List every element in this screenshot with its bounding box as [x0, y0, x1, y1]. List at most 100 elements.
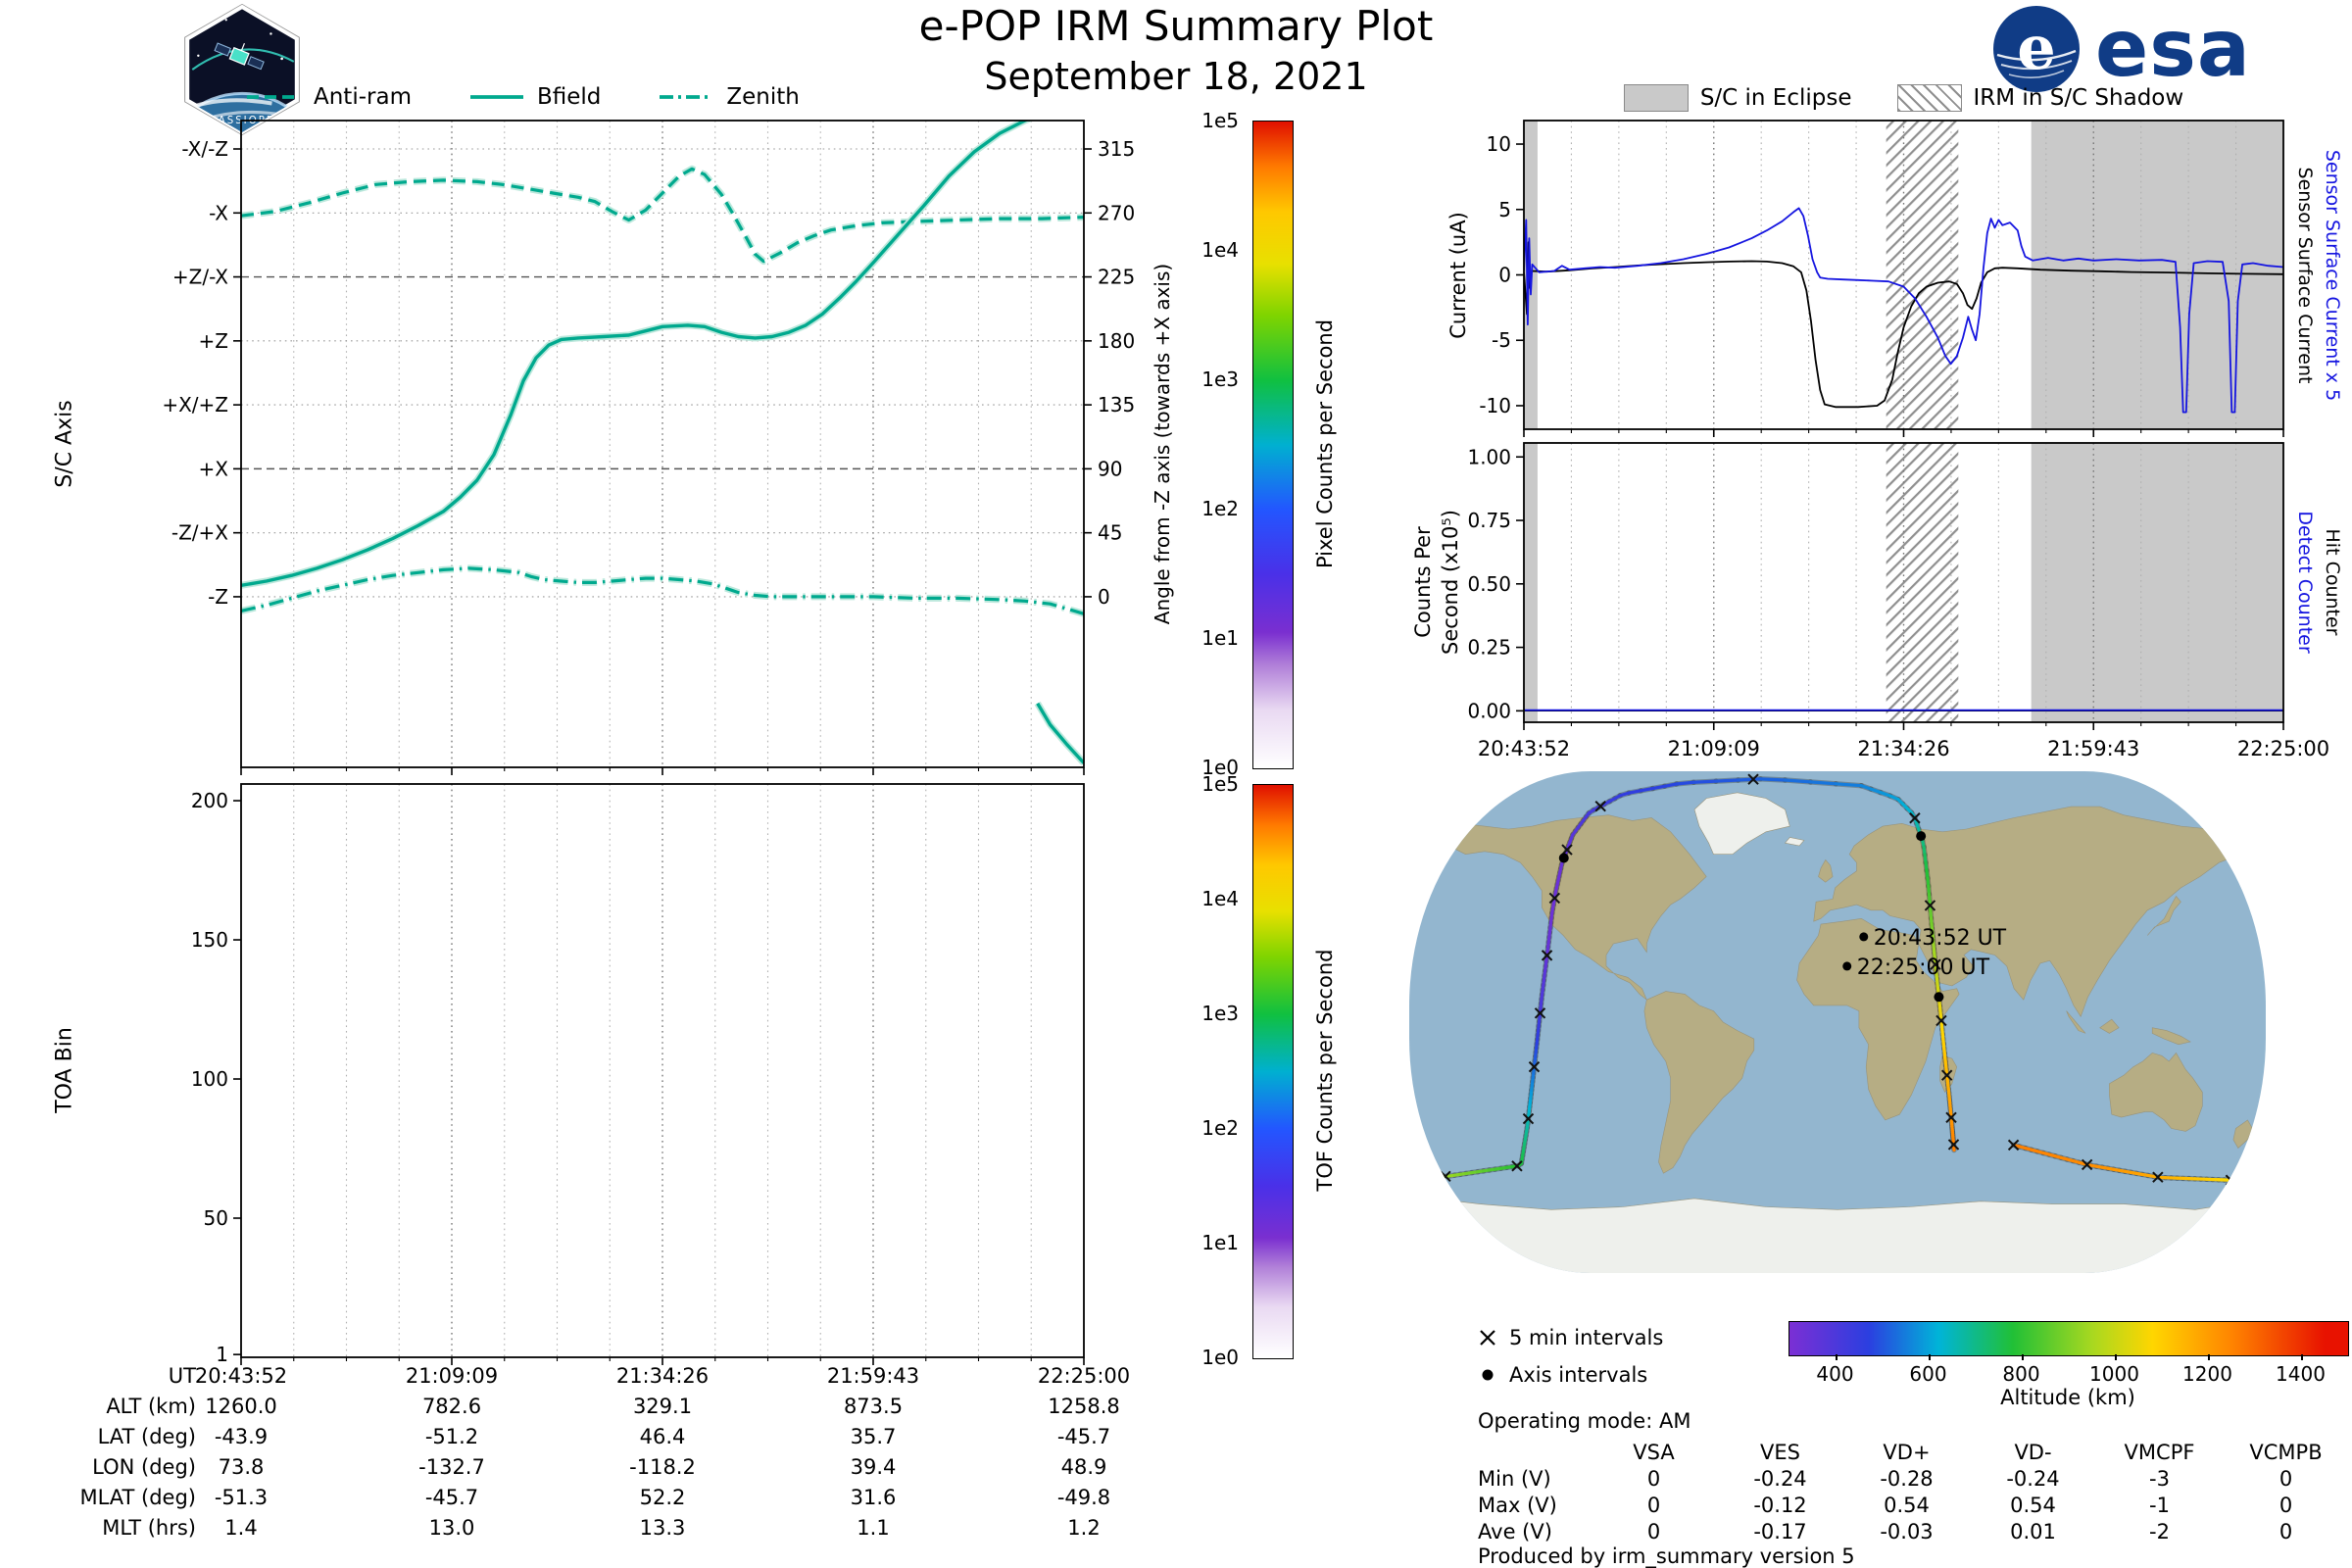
- time-tick-label: 21:59:43: [2047, 737, 2139, 760]
- time-tick-label: 21:09:09: [1668, 737, 1760, 760]
- x-marker-icon: [1480, 1330, 1495, 1346]
- voltage-row-ave-v-: Ave (V) 0 -0.17 -0.03 0.01 -2 0: [1478, 1518, 2349, 1544]
- sc-axis-tick-label: -Z: [208, 585, 228, 609]
- cell-value: -45.7: [1056, 1425, 1111, 1448]
- row-label: Ave (V): [1478, 1519, 1552, 1544]
- cell-value: 0.54: [2010, 1493, 2056, 1517]
- series-group: [1524, 709, 2283, 712]
- continent-iceland: [1784, 837, 1805, 847]
- cell-value: 782.6: [421, 1395, 482, 1418]
- row-label: Max (V): [1478, 1493, 1557, 1517]
- row-label: LAT (deg): [97, 1425, 196, 1448]
- y-tick-label: 0.50: [1467, 572, 1511, 596]
- y-tick-label: 5: [1498, 198, 1511, 221]
- cell-value: 1.1: [857, 1516, 890, 1540]
- altitude-tick-mark: [2114, 1354, 2117, 1360]
- table-row-mlt-hrs-: MLT (hrs) 1.4 13.0 13.3 1.1 1.2: [39, 1516, 1196, 1546]
- shadow-hatch-band: [1886, 121, 1959, 429]
- series-sensor-surface-current-x-5: [1524, 207, 2283, 414]
- cell-value: 1.4: [224, 1516, 258, 1540]
- table-row-ut: UT 20:43:52 21:09:09 21:34:26 21:59:43 22:25:…: [39, 1364, 1196, 1395]
- continent-north-america: [1441, 814, 1707, 1001]
- altitude-tick-label: 800: [2002, 1362, 2040, 1386]
- cell-value: 39.4: [850, 1455, 897, 1479]
- five-min-markers: [1440, 773, 2237, 1186]
- y-tick-label: 50: [204, 1206, 228, 1230]
- altitude-colorbar-ticks: 400 600 800 1000 1200 1400: [1788, 1354, 2347, 1386]
- cell-value: 31.6: [850, 1486, 897, 1509]
- sc-axis-tick-label: +Z/-X: [172, 266, 228, 289]
- eclipse-swatch: [1623, 84, 1689, 112]
- continent-africa: [1796, 917, 1960, 1121]
- altitude-tick-mark: [2021, 1354, 2024, 1360]
- cell-value: 1260.0: [205, 1395, 277, 1418]
- eclipse-band: [2031, 443, 2283, 722]
- map-legend-item-x: 5 min intervals: [1476, 1319, 1663, 1356]
- cell-value: 0: [2278, 1466, 2293, 1491]
- legend-item-shadow: IRM in S/C Shadow: [1896, 84, 2183, 112]
- continent-british-isles: [1818, 858, 1834, 883]
- tof-colorbar-label: TOF Counts per Second: [1313, 949, 1337, 1192]
- cell-value: -2: [2149, 1519, 2170, 1544]
- current-chart: 10 5 0 -5 -10: [1479, 120, 2284, 437]
- legend-label: S/C in Eclipse: [1699, 85, 1852, 111]
- shadow-swatch: [1896, 84, 1962, 112]
- svg-text:e: e: [2017, 12, 2055, 83]
- colorbar-tick: 1e0: [1201, 1346, 1239, 1369]
- continent-new-guinea: [2151, 1027, 2191, 1046]
- altitude-tick-mark: [1928, 1354, 1931, 1360]
- esa-globe-icon: e: [1993, 6, 2080, 92]
- cell-value: 52.2: [639, 1486, 686, 1509]
- pixel-colorbar-label: Pixel Counts per Second: [1313, 318, 1337, 569]
- colorbar-tick: 1e3: [1201, 368, 1239, 391]
- annotation-dot: [1859, 932, 1869, 942]
- voltage-column-header: VMCPF: [2124, 1440, 2195, 1464]
- table-row-alt-km-: ALT (km) 1260.0 782.6 329.1 873.5 1258.8: [39, 1395, 1196, 1425]
- row-label: Min (V): [1478, 1466, 1551, 1491]
- altitude-tick-mark: [1835, 1354, 1838, 1360]
- map-legend-item-dot: Axis intervals: [1476, 1356, 1663, 1394]
- voltage-column-header: VES: [1760, 1440, 1800, 1464]
- counts-ylabel-line1: Counts Per: [1411, 526, 1435, 638]
- voltage-column-header: VSA: [1633, 1440, 1675, 1464]
- cell-value: -45.7: [424, 1486, 479, 1509]
- cell-value: 20:43:52: [194, 1364, 288, 1388]
- series-zenith: [241, 566, 1084, 615]
- cell-value: -0.17: [1753, 1519, 1807, 1544]
- altitude-colorbar: [1788, 1321, 2349, 1356]
- y-tick-label: -10: [1479, 394, 1511, 417]
- table-row-lon-deg-: LON (deg) 73.8 -132.7 -118.2 39.4 48.9: [39, 1455, 1196, 1486]
- legend-line-sample: [469, 95, 523, 99]
- eclipse-band: [1524, 443, 1538, 722]
- axis-interval-markers: [1558, 831, 1944, 1003]
- row-label: LON (deg): [92, 1455, 196, 1479]
- legend-label: 5 min intervals: [1509, 1326, 1664, 1349]
- series-bfield-wrapped-: [1036, 702, 1084, 764]
- toa-bin-chart: 200 150 100 50 1: [191, 783, 1085, 1366]
- y-tick-label: 10: [1487, 132, 1511, 156]
- cell-value: 0: [1646, 1519, 1661, 1544]
- cell-value: 21:59:43: [826, 1364, 920, 1388]
- time-tick-label: 22:25:00: [2237, 737, 2329, 760]
- continent-sumatra: [2066, 1010, 2086, 1034]
- toa-bin-ylabel: TOA Bin: [52, 1027, 77, 1113]
- series-group: [1524, 207, 2283, 414]
- sc-axis-tick-label: +X/+Z: [162, 393, 228, 416]
- colorbar-tick: 1e2: [1201, 1116, 1239, 1140]
- world-map: 20:43:52 UT 22:25:00 UT: [1409, 771, 2266, 1273]
- y-tick-label: 1.00: [1467, 445, 1511, 468]
- cell-value: -0.03: [1880, 1519, 1934, 1544]
- cell-value: -43.9: [214, 1425, 269, 1448]
- continent-australia: [2109, 1052, 2203, 1132]
- row-label: UT: [168, 1364, 196, 1388]
- voltage-header-row: VSA VES VD+ VD- VMCPF VCMPB: [1478, 1439, 2349, 1465]
- cell-value: 1258.8: [1048, 1395, 1120, 1418]
- cell-value: 0: [1646, 1466, 1661, 1491]
- tof-colorbar: [1252, 784, 1294, 1359]
- time-tick-label: 21:34:26: [1857, 737, 1949, 760]
- plot-area: [241, 121, 1084, 767]
- voltage-row-max-v-: Max (V) 0 -0.12 0.54 0.54 -1 0: [1478, 1492, 2349, 1518]
- legend-label: Bfield: [536, 84, 602, 110]
- time-tick-label: 20:43:52: [1478, 737, 1570, 760]
